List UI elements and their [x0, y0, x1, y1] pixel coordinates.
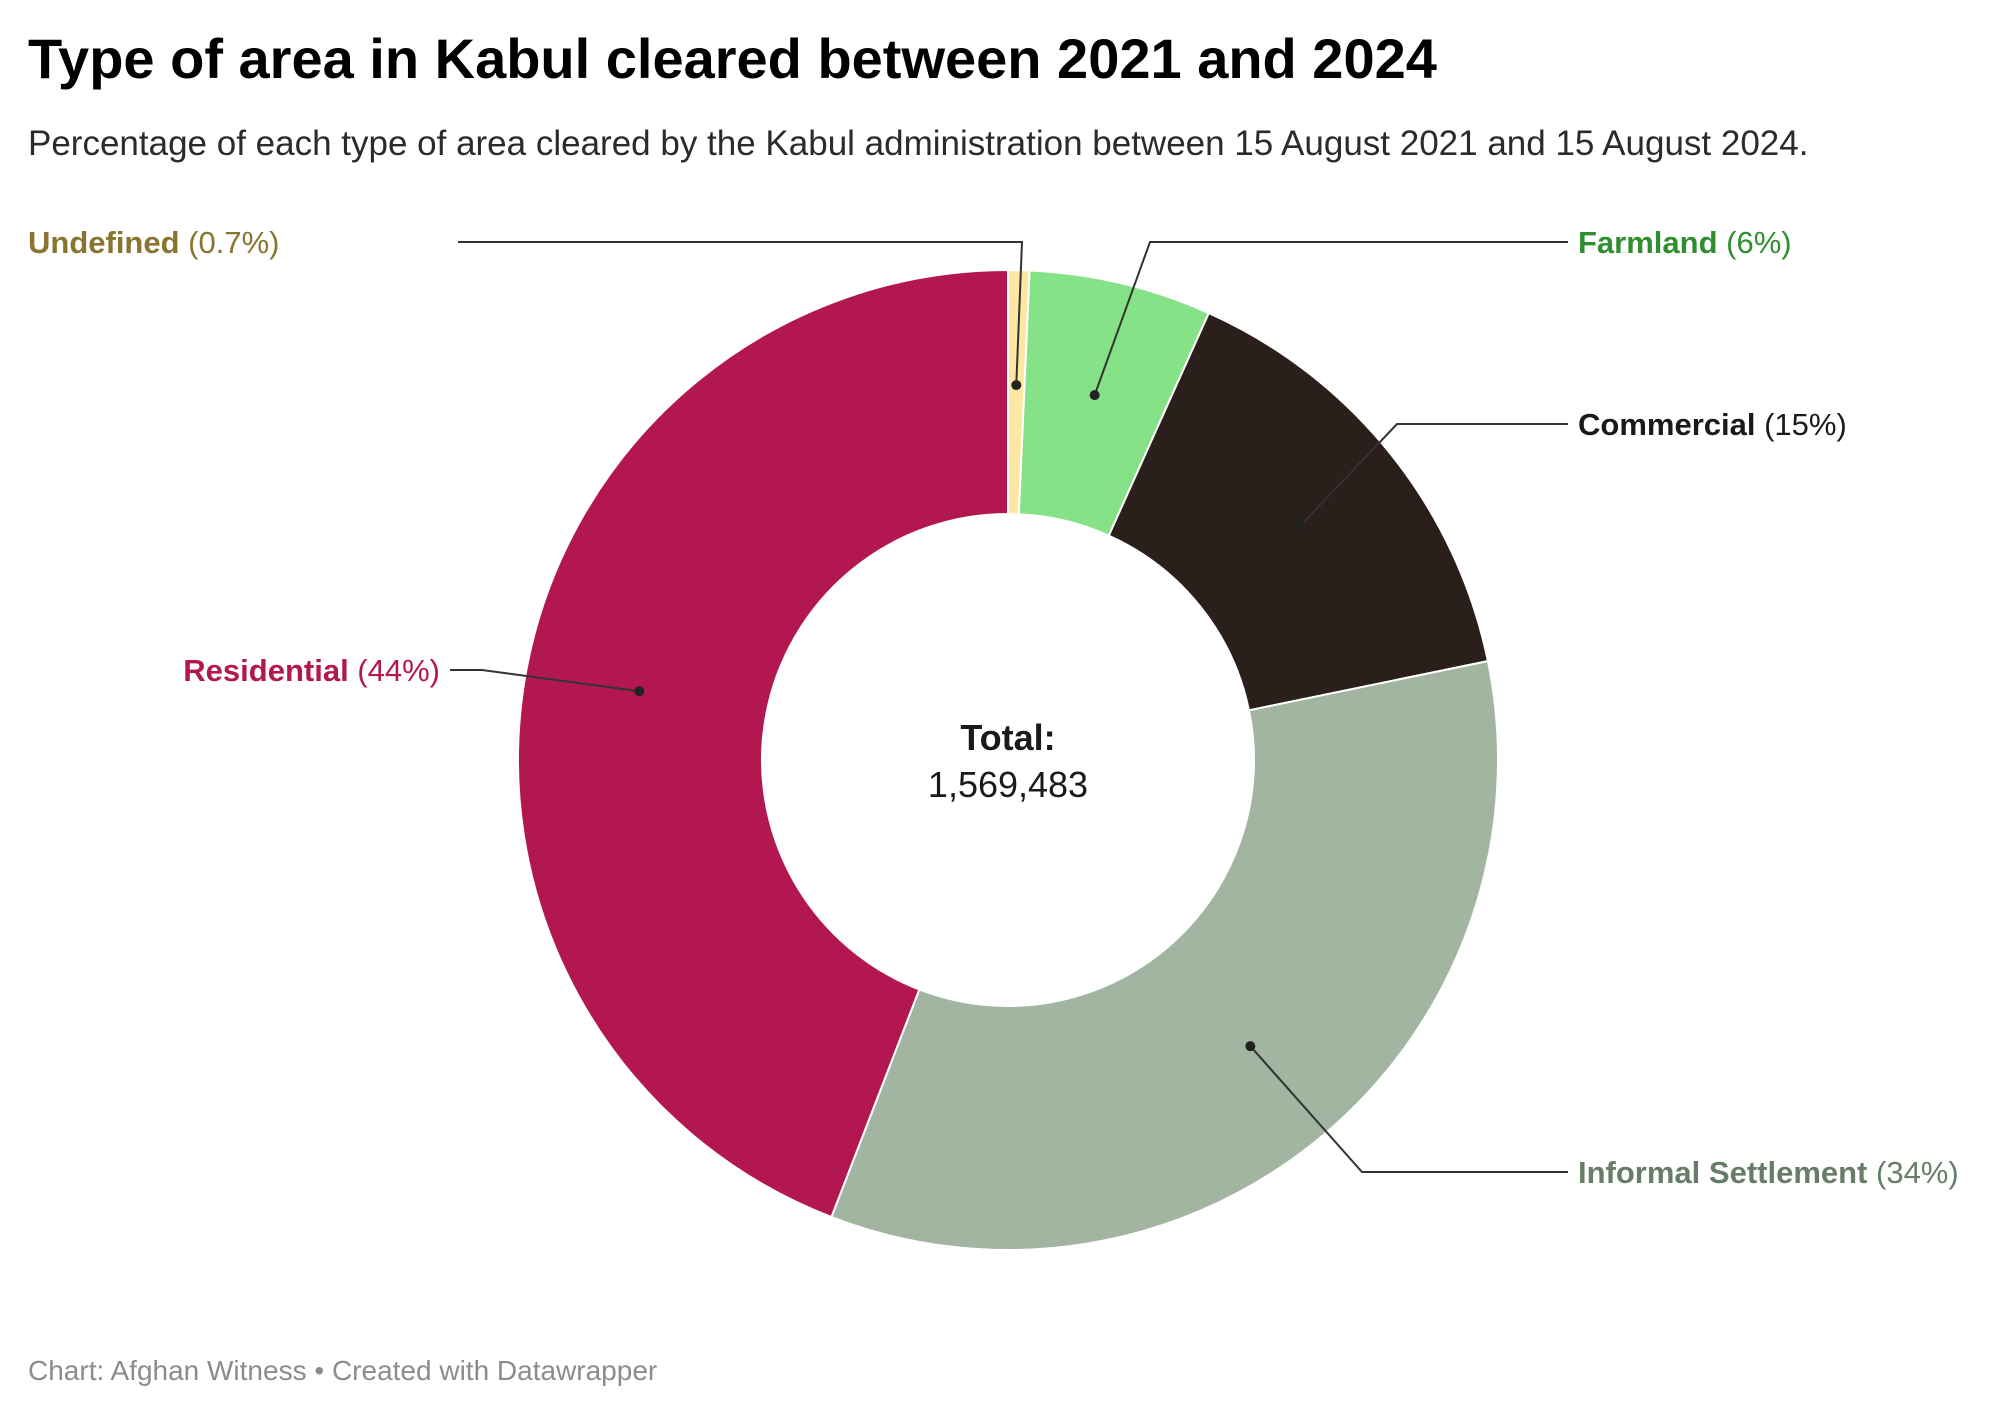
label-value-farmland: (6%)	[1718, 225, 1792, 260]
center-total-label: Total:	[960, 717, 1055, 758]
callout-line-informal-settlement	[1249, 1045, 1568, 1173]
slice-labels-group: Undefined (0.7%) Farmland (6%) Commercial …	[28, 225, 1959, 1190]
chart-footer: Chart: Afghan Witness • Created with Dat…	[28, 1355, 657, 1387]
footer-credit: Created with Datawrapper	[331, 1355, 658, 1386]
label-commercial: Commercial (15%)	[1578, 407, 1847, 442]
label-farmland: Farmland (6%)	[1578, 225, 1792, 260]
callout-line-farmland	[1093, 241, 1568, 396]
label-undefined: Undefined (0.7%)	[28, 225, 279, 260]
label-value-residential: (44%)	[349, 653, 440, 688]
footer-separator: •	[314, 1355, 325, 1386]
label-informal-settlement: Informal Settlement (34%)	[1578, 1155, 1959, 1190]
callouts-group	[450, 241, 1568, 1173]
label-name-farmland: Farmland	[1578, 225, 1718, 260]
label-value-undefined: (0.7%)	[180, 225, 280, 260]
callout-dot-farmland	[1089, 390, 1100, 401]
callout-line-commercial	[1299, 423, 1568, 527]
callout-line-residential	[450, 669, 640, 693]
callout-line-undefined	[458, 241, 1024, 386]
label-residential: Residential (44%)	[183, 653, 440, 688]
chart-subtitle: Percentage of each type of area cleared …	[28, 124, 1809, 163]
slices-group	[516, 268, 1499, 1251]
callout-dot-informal-settlement	[1245, 1041, 1256, 1052]
center-total-value: 1,569,483	[928, 764, 1088, 805]
callout-dot-commercial	[1295, 520, 1306, 531]
slice-residential	[516, 268, 1009, 1219]
label-value-commercial: (15%)	[1755, 407, 1846, 442]
slice-commercial	[1107, 311, 1490, 712]
footer-source: Chart: Afghan Witness	[28, 1355, 307, 1386]
chart-title: Type of area in Kabul cleared between 20…	[28, 27, 1437, 90]
label-name-undefined: Undefined	[28, 225, 180, 260]
label-name-commercial: Commercial	[1578, 407, 1755, 442]
label-name-residential: Residential	[183, 653, 348, 688]
label-value-informal-settlement: (34%)	[1867, 1155, 1958, 1190]
slice-informal-settlement	[830, 659, 1499, 1251]
callout-dot-undefined	[1011, 380, 1022, 391]
callout-dot-residential	[634, 686, 645, 697]
label-name-informal-settlement: Informal Settlement	[1578, 1155, 1867, 1190]
